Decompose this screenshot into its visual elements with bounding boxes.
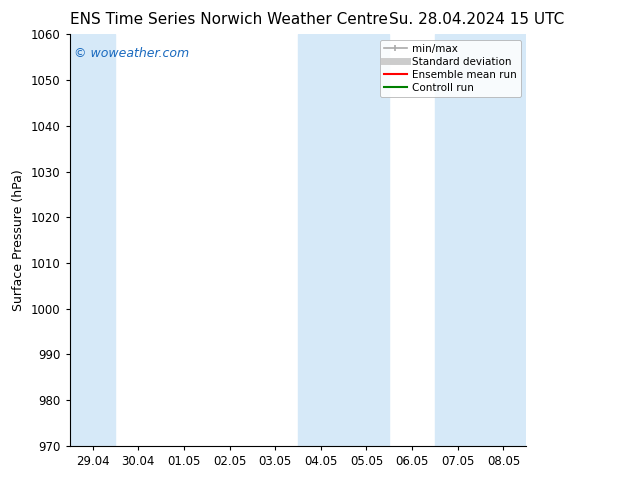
Y-axis label: Surface Pressure (hPa): Surface Pressure (hPa): [13, 169, 25, 311]
Text: © woweather.com: © woweather.com: [74, 47, 190, 60]
Bar: [298, 34, 389, 446]
Text: ENS Time Series Norwich Weather Centre: ENS Time Series Norwich Weather Centre: [70, 12, 387, 27]
Bar: [70, 34, 115, 446]
Bar: [435, 34, 526, 446]
Legend: min/max, Standard deviation, Ensemble mean run, Controll run: min/max, Standard deviation, Ensemble me…: [380, 40, 521, 97]
Text: Su. 28.04.2024 15 UTC: Su. 28.04.2024 15 UTC: [389, 12, 564, 27]
